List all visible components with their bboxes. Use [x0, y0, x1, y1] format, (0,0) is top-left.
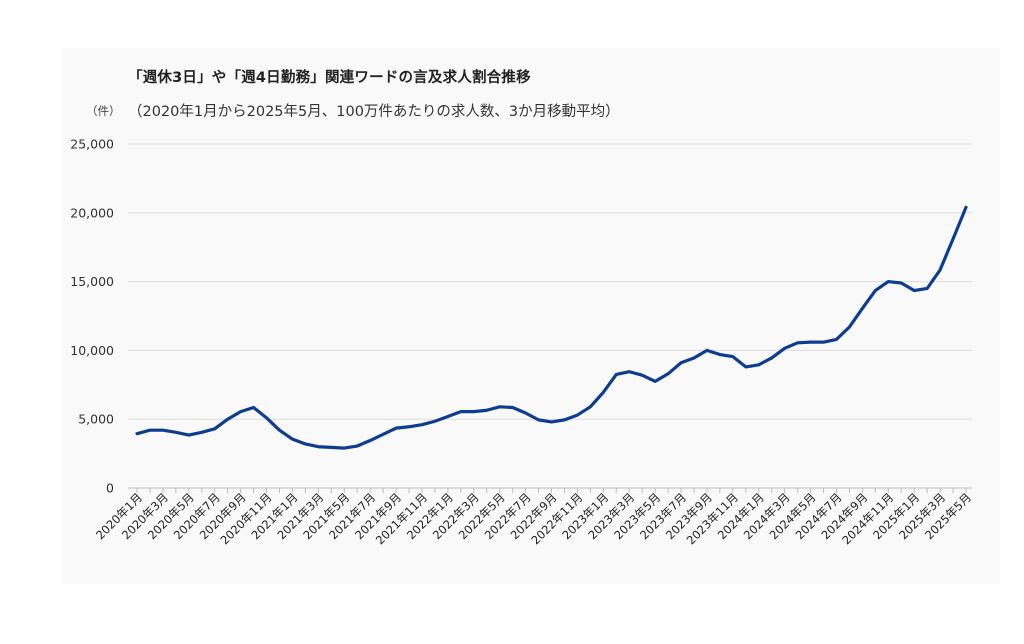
y-tick-label: 20,000 [70, 205, 114, 220]
series-line [135, 205, 968, 450]
y-tick-label: 0 [106, 481, 114, 496]
y-tick-label: 10,000 [70, 343, 114, 358]
y-tick-label: 25,000 [70, 137, 114, 152]
y-tick-label: 15,000 [70, 274, 114, 289]
chart-subtitle: （2020年1月から2025年5月、100万件あたりの求人数、3か月移動平均） [128, 104, 620, 120]
chart-panel [62, 48, 1000, 584]
y-tick-label: 5,000 [78, 412, 114, 427]
chart-title: 「週休3日」や「週4日勤務」関連ワードの言及求人割合推移 [128, 70, 531, 86]
y-axis-unit: （件） [86, 104, 121, 118]
